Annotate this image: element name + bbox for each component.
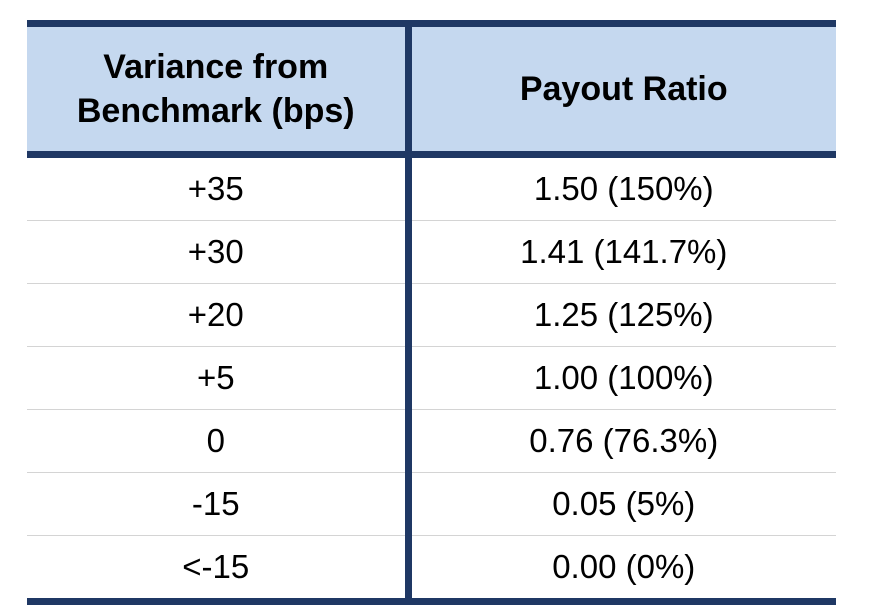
variance-cell: +30 bbox=[27, 220, 412, 284]
table-header: Variance from Benchmark (bps) Payout Rat… bbox=[27, 20, 836, 158]
table-row: 0 0.76 (76.3%) bbox=[27, 409, 836, 473]
variance-column-header: Variance from Benchmark (bps) bbox=[27, 20, 412, 158]
variance-cell: +35 bbox=[27, 154, 412, 221]
payout-cell: 0.76 (76.3%) bbox=[408, 409, 836, 473]
payout-cell: 1.00 (100%) bbox=[408, 346, 836, 410]
variance-cell: <-15 bbox=[27, 535, 412, 605]
table-row: +5 1.00 (100%) bbox=[27, 346, 836, 410]
variance-header-line-1: Variance from bbox=[103, 48, 329, 86]
payout-cell: 1.50 (150%) bbox=[533, 170, 714, 207]
payout-ratio-table: Variance from Benchmark (bps) Payout Rat… bbox=[27, 20, 836, 605]
variance-cell: -15 bbox=[27, 472, 412, 536]
header-row: Variance from Benchmark (bps) Payout Rat… bbox=[27, 20, 836, 158]
variance-cell: +20 bbox=[27, 283, 412, 347]
payout-cell: 0.00 (0%) bbox=[408, 535, 836, 605]
table-row: <-15 0.00 (0%) bbox=[27, 535, 836, 605]
payout-cell: 1.25 (125%) bbox=[408, 283, 836, 347]
table-row: +30 1.41 (141.7%) bbox=[27, 220, 836, 284]
table-row: +35 1.50 (150%) bbox=[27, 154, 836, 221]
payout-cell: 1.41 (141.7%) bbox=[408, 220, 836, 284]
payout-column-header: Payout Ratio bbox=[408, 20, 836, 158]
variance-cell: +5 bbox=[27, 346, 412, 410]
table-row: -15 0.05 (5%) bbox=[27, 472, 836, 536]
variance-cell: 0 bbox=[27, 409, 412, 473]
payout-cell: 0.05 (5%) bbox=[408, 472, 836, 536]
variance-header-line-2: Benchmark (bps) bbox=[76, 92, 355, 130]
table-body: +35 1.50 (150%) +30 1.41 (141.7%) +20 1.… bbox=[27, 154, 836, 605]
table-row: +20 1.25 (125%) bbox=[27, 283, 836, 347]
